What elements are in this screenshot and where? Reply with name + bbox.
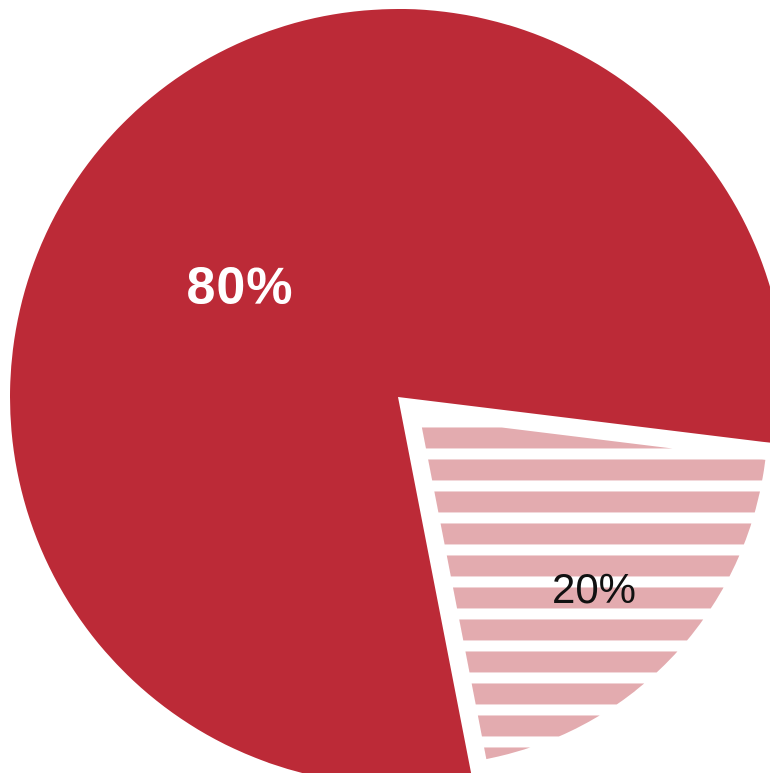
pie-slice-80 [10,9,770,773]
stripe [419,459,766,481]
stripe [419,619,766,641]
stripe [419,555,766,577]
labels-layer: 80% 20% [186,258,636,612]
stripe [419,491,766,513]
slice-label-20: 20% [552,565,636,612]
slices-layer [10,9,770,773]
stripe [419,523,766,545]
slice-label-80: 80% [186,258,293,316]
stripe [419,587,766,609]
stripe [419,651,766,673]
